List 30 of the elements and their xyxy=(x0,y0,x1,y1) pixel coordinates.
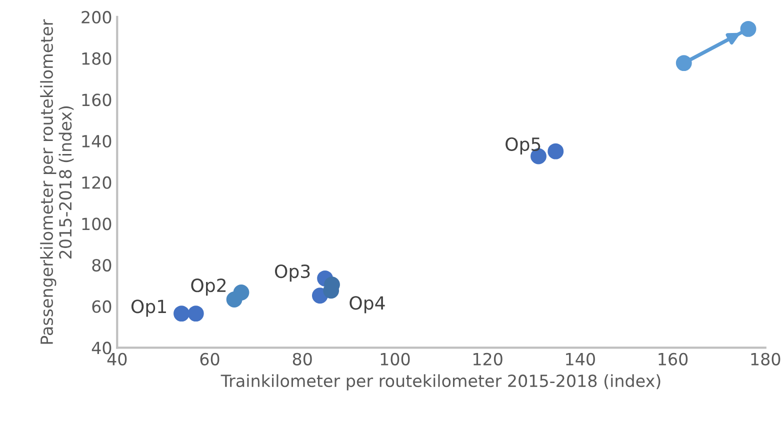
y-tick-label: 100 xyxy=(82,218,112,230)
y-tick-label: 120 xyxy=(82,176,112,189)
series-label: Op3 xyxy=(275,264,310,282)
series-label: Op1 xyxy=(131,300,166,317)
x-tick-label: 180 xyxy=(751,352,780,366)
y-tick-label: 80 xyxy=(92,258,112,272)
x-tick-label: 60 xyxy=(200,352,220,366)
x-tick-label: 100 xyxy=(380,352,410,366)
y-tick-label: 200 xyxy=(82,10,112,24)
x-tick-label: 120 xyxy=(473,352,502,366)
series-label: Op5 xyxy=(506,137,540,154)
y-tick-label: 180 xyxy=(82,52,112,65)
point xyxy=(174,306,190,322)
x-tick-label: 40 xyxy=(107,352,127,366)
point xyxy=(740,20,756,37)
point xyxy=(676,55,692,72)
point xyxy=(233,284,250,300)
point xyxy=(548,143,564,160)
y-tick-label: 60 xyxy=(92,300,112,313)
x-tick-label: 140 xyxy=(566,352,595,366)
y-tick-label: 140 xyxy=(82,134,112,148)
y-tick-label: 160 xyxy=(82,94,112,106)
y-tick-label: 40 xyxy=(92,342,112,354)
point xyxy=(188,306,204,322)
series-label: Op4 xyxy=(350,296,385,314)
x-axis-title: Trainkilometer per routekilometer 2015-2018 (index) xyxy=(220,374,660,390)
y-axis-title: Passengerkilometer per routekilometer 2015-2018 (index) xyxy=(40,19,74,344)
x-tick-label: 160 xyxy=(658,352,688,366)
series-label: Op2 xyxy=(191,278,226,296)
x-tick-label: 80 xyxy=(292,352,312,366)
